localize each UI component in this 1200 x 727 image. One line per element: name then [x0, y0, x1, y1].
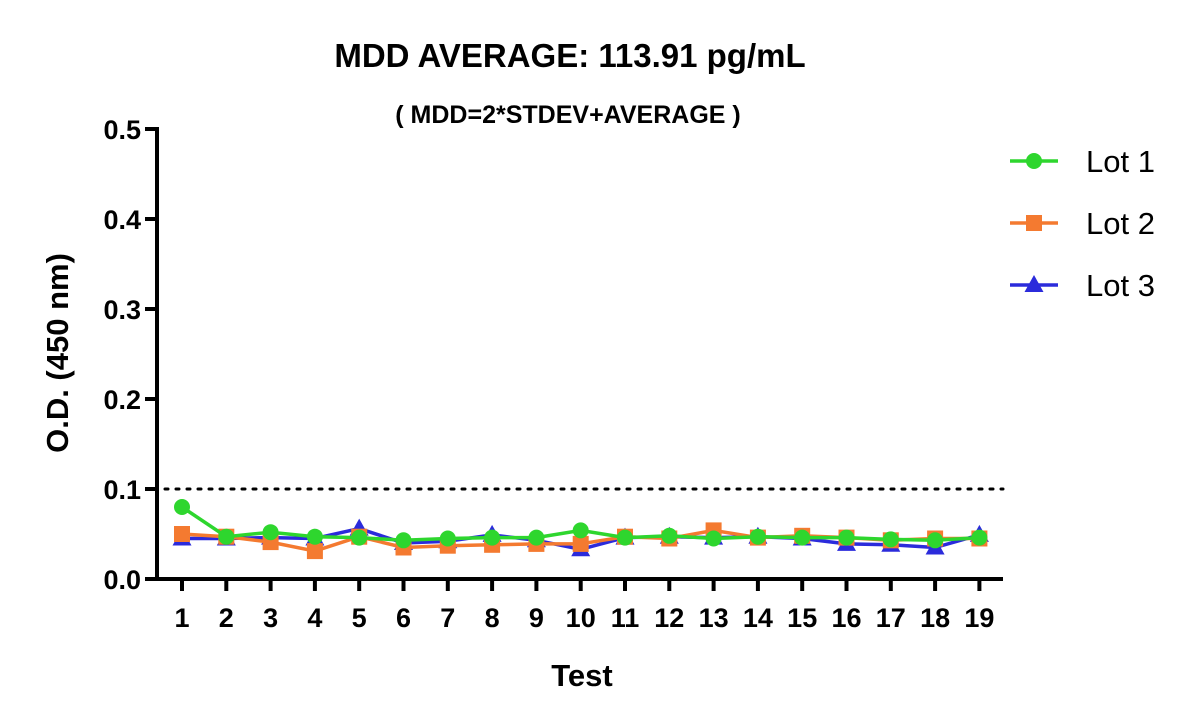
plot-area: 0.00.10.20.30.40.51 2 3 4 5 6 7 8 9 10 11 12 13 14 15 1… [103, 115, 1005, 633]
legend-marker [1026, 153, 1042, 169]
data-point [971, 529, 988, 546]
x-tick-label: 10 [566, 603, 596, 633]
x-tick-label: 15 [787, 603, 817, 633]
data-point [306, 528, 323, 545]
data-point [306, 543, 323, 560]
data-point [439, 530, 456, 547]
y-tick-label: 0.1 [103, 475, 141, 505]
x-tick-label: 19 [964, 603, 994, 633]
x-tick-label: 16 [831, 603, 861, 633]
x-axis-title: Test [551, 658, 612, 693]
x-tick-label: 9 [529, 603, 544, 633]
data-point [174, 526, 190, 542]
y-tick-label: 0.4 [103, 205, 141, 235]
x-tick-label: 4 [307, 603, 322, 633]
data-point [838, 529, 855, 546]
y-tick-label: 0.0 [103, 565, 141, 595]
data-point [617, 529, 633, 546]
x-tick-label: 1 [174, 603, 189, 633]
data-point [749, 528, 766, 545]
data-point [927, 532, 944, 549]
data-point [528, 529, 545, 546]
x-tick-label: 3 [263, 603, 278, 633]
legend-label: Lot 2 [1086, 206, 1155, 241]
data-point [262, 524, 279, 541]
x-tick-label: 2 [219, 603, 234, 633]
data-point [484, 529, 501, 546]
x-tick-label: 6 [396, 603, 411, 633]
x-tick-label: 14 [743, 603, 773, 633]
data-point [661, 527, 678, 544]
x-tick-label: 7 [440, 603, 455, 633]
legend-label: Lot 3 [1086, 268, 1155, 303]
y-axis-title: O.D. (450 nm) [40, 253, 75, 453]
legend-label: Lot 1 [1086, 144, 1155, 179]
x-tick-label: 17 [876, 603, 906, 633]
x-tick-label: 8 [485, 603, 500, 633]
x-tick-label: 13 [699, 603, 729, 633]
x-tick-label: 11 [611, 603, 640, 633]
chart-title: MDD AVERAGE: 113.91 pg/mL [334, 37, 805, 74]
data-point [705, 530, 722, 547]
legend: Lot 1 Lot 2 Lot 3 [1010, 144, 1155, 303]
legend-marker [1026, 215, 1042, 231]
data-point [572, 535, 589, 552]
x-tick-label: 5 [352, 603, 367, 633]
data-point [351, 529, 368, 546]
data-point [882, 531, 899, 548]
y-tick-label: 0.5 [103, 115, 141, 145]
y-tick-label: 0.3 [103, 295, 141, 325]
chart-subtitle: ( MDD=2*STDEV+AVERAGE ) [395, 101, 740, 129]
data-point [794, 529, 811, 546]
x-tick-label: 18 [920, 603, 950, 633]
data-point [395, 532, 412, 549]
y-tick-label: 0.2 [103, 385, 141, 415]
data-point [218, 528, 235, 545]
legend-marker [1024, 275, 1044, 292]
x-tick-label: 12 [654, 603, 684, 633]
data-point [572, 522, 589, 539]
data-point [174, 499, 190, 515]
